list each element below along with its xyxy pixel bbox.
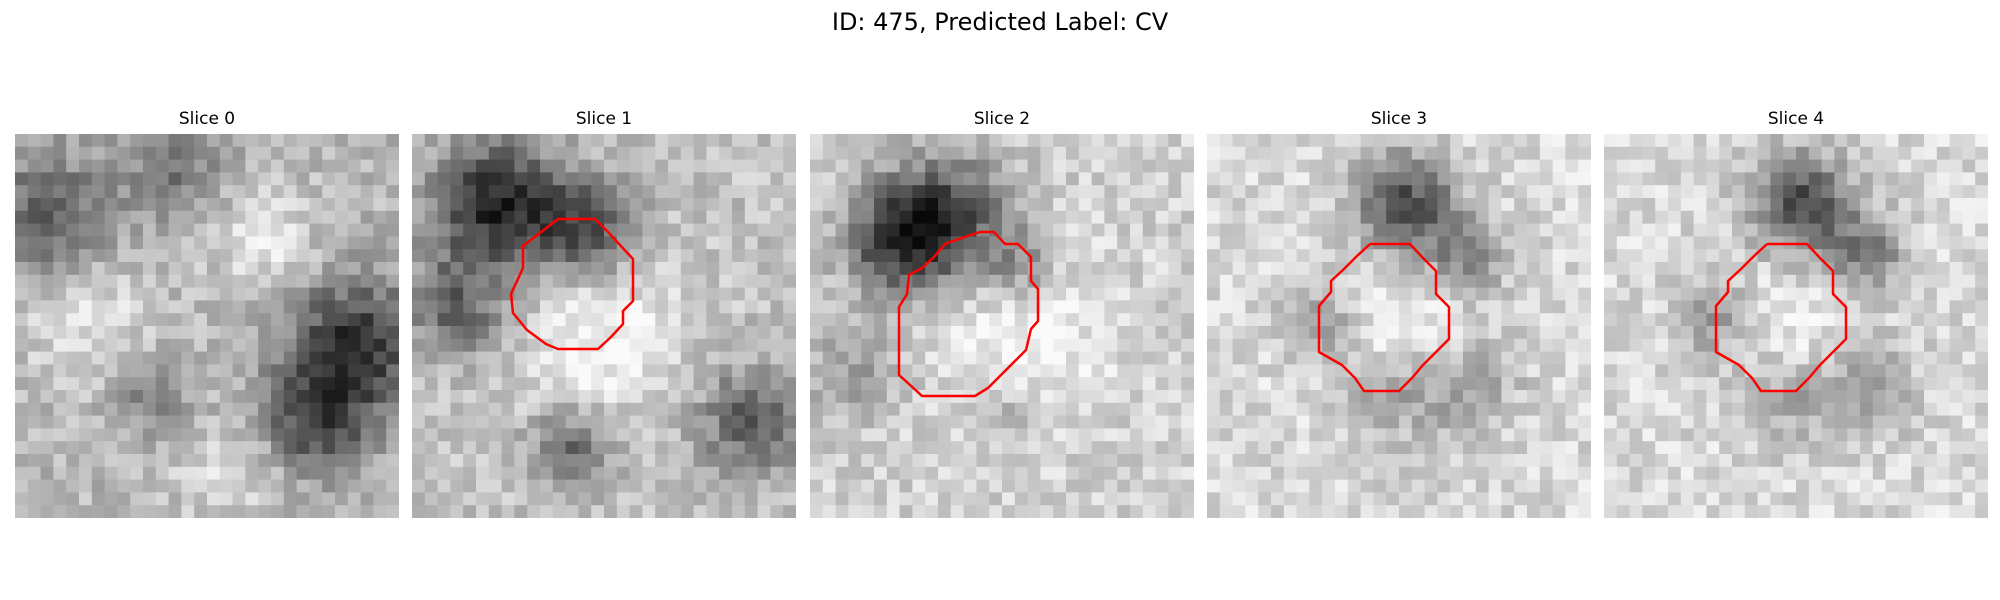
slice-panel-3: Slice 3 bbox=[1207, 108, 1591, 518]
segmentation-outline bbox=[509, 217, 635, 351]
slice-image bbox=[15, 134, 399, 518]
slice-image bbox=[810, 134, 1194, 518]
pixel-grid bbox=[15, 134, 399, 518]
slice-panel-0: Slice 0 bbox=[15, 108, 399, 518]
segmentation-outline bbox=[1317, 242, 1451, 393]
segmentation-outline bbox=[897, 230, 1040, 398]
slice-title: Slice 1 bbox=[575, 109, 633, 129]
slice-image bbox=[412, 134, 796, 518]
figure-title: ID: 475, Predicted Label: CV bbox=[831, 8, 1169, 36]
slice-title: Slice 2 bbox=[973, 109, 1031, 129]
slice-title: Slice 3 bbox=[1370, 109, 1428, 129]
pixel-grid bbox=[412, 134, 796, 518]
pixel-grid bbox=[1207, 134, 1591, 518]
slice-image bbox=[1207, 134, 1591, 518]
pixel-grid bbox=[810, 134, 1194, 518]
slice-image bbox=[1604, 134, 1988, 518]
slice-title: Slice 0 bbox=[178, 109, 236, 129]
slice-panel-1: Slice 1 bbox=[412, 108, 796, 518]
pixel-grid bbox=[1604, 134, 1988, 518]
slice-panel-2: Slice 2 bbox=[810, 108, 1194, 518]
slice-panel-4: Slice 4 bbox=[1604, 108, 1988, 518]
segmentation-outline bbox=[1714, 242, 1848, 393]
slice-title: Slice 4 bbox=[1767, 109, 1825, 129]
